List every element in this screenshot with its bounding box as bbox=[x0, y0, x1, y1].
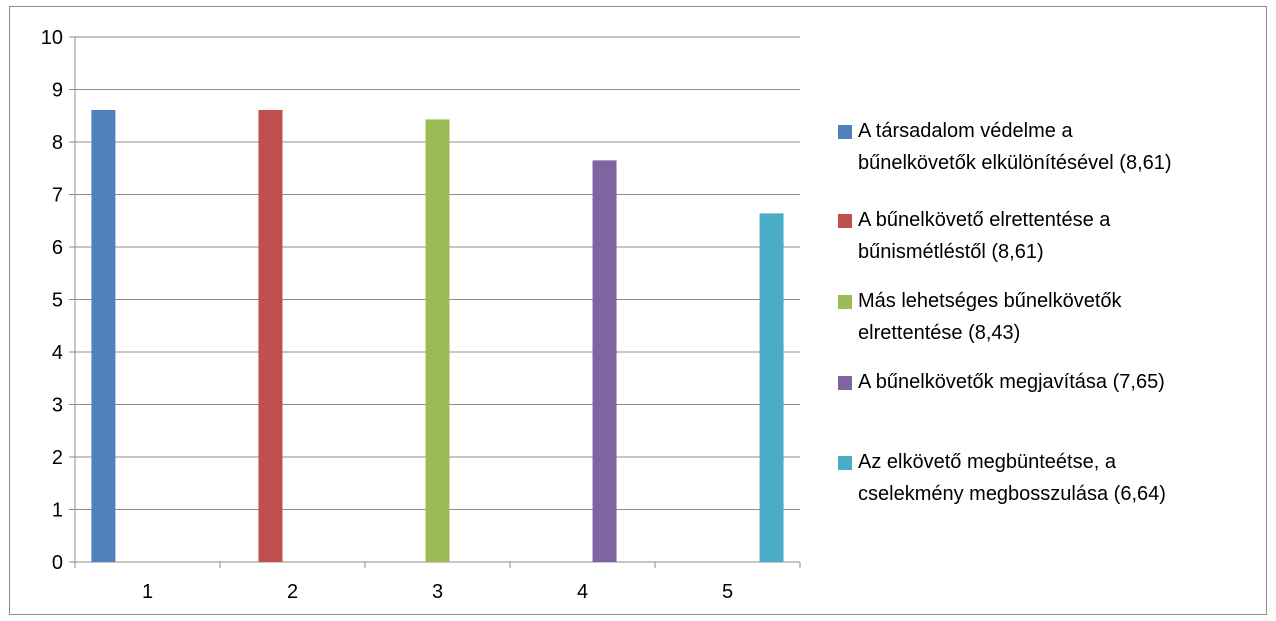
y-tick-label: 2 bbox=[52, 447, 63, 469]
legend-swatch bbox=[838, 295, 852, 309]
legend-label-line1: Az elkövető megbünteétse, a bbox=[858, 451, 1116, 473]
y-tick-label: 4 bbox=[52, 342, 63, 364]
y-tick-label: 8 bbox=[52, 132, 63, 154]
legend-item: A társadalom védelme a bűnelkövetők elkül… bbox=[838, 120, 1172, 179]
legend-swatch bbox=[838, 125, 852, 139]
chart-frame bbox=[9, 6, 1267, 615]
legend-item: A bűnelkövető elrettentése a bűnismétlést… bbox=[838, 209, 1110, 268]
legend-item: Az elkövető megbünteétse, a cselekmény me… bbox=[838, 451, 1166, 510]
legend-label-line2: cselekmény megbosszulása (6,64) bbox=[858, 483, 1166, 505]
y-tick-label: 7 bbox=[52, 185, 63, 207]
y-tick-label: 9 bbox=[52, 80, 63, 102]
y-tick-label: 10 bbox=[41, 27, 63, 49]
bar bbox=[759, 213, 784, 562]
legend-item: Más lehetséges bűnelkövetők elrettentése … bbox=[838, 290, 1122, 349]
bar bbox=[91, 109, 116, 562]
y-tick-label: 0 bbox=[52, 552, 63, 574]
y-tick-label: 3 bbox=[52, 395, 63, 417]
legend-label-line1: A bűnelkövető elrettentése a bbox=[858, 209, 1111, 231]
bar bbox=[258, 109, 283, 562]
legend-label-line2: bűnelkövetők elkülönítésével (8,61) bbox=[858, 152, 1172, 174]
y-tick-label: 6 bbox=[52, 237, 63, 259]
x-tick-label: 5 bbox=[722, 581, 733, 603]
legend-label-line1: A társadalom védelme a bbox=[858, 120, 1073, 142]
legend-swatch bbox=[838, 214, 852, 228]
legend-label-line1: A bűnelkövetők megjavítása (7,65) bbox=[858, 371, 1165, 393]
y-tick-label: 5 bbox=[52, 290, 63, 312]
legend-label-line2: elrettentése (8,43) bbox=[858, 322, 1021, 344]
x-tick-label: 1 bbox=[142, 581, 153, 603]
y-tick-label: 1 bbox=[52, 500, 63, 522]
x-tick-label: 4 bbox=[577, 581, 588, 603]
legend-swatch bbox=[838, 376, 852, 390]
legend-swatch bbox=[838, 456, 852, 470]
x-tick-label: 3 bbox=[432, 581, 443, 603]
legend-label-line1: Más lehetséges bűnelkövetők bbox=[858, 290, 1122, 312]
bar bbox=[592, 160, 617, 562]
legend-item: A bűnelkövetők megjavítása (7,65) bbox=[838, 371, 1165, 398]
legend-label-line2: bűnismétléstől (8,61) bbox=[858, 241, 1044, 263]
bar bbox=[425, 119, 450, 563]
x-tick-label: 2 bbox=[287, 581, 298, 603]
